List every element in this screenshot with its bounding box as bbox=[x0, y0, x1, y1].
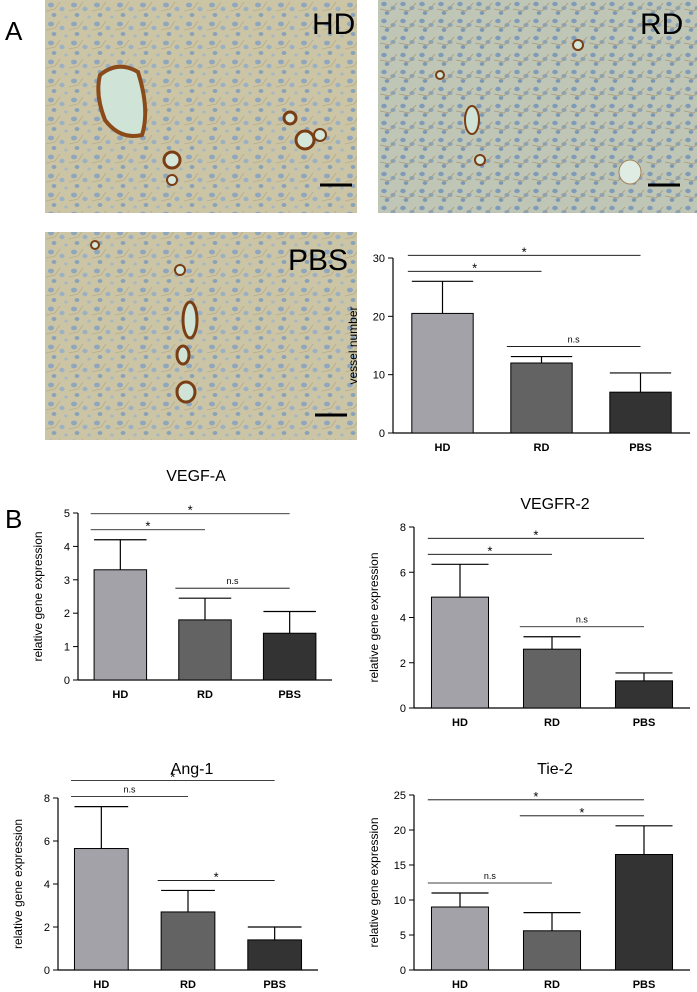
significance-label: * bbox=[214, 869, 219, 884]
bar bbox=[609, 391, 672, 434]
y-tick-label: 10 bbox=[373, 370, 385, 382]
significance-label: * bbox=[533, 527, 538, 542]
x-tick-label: RD bbox=[180, 979, 196, 991]
x-tick-label: RD bbox=[544, 979, 560, 991]
bar bbox=[411, 312, 474, 434]
x-tick-label: RD bbox=[197, 689, 213, 701]
y-axis-label: relative gene expression bbox=[31, 531, 45, 661]
significance-label: * bbox=[522, 244, 527, 259]
x-tick-label: PBS bbox=[278, 689, 301, 701]
y-tick-label: 0 bbox=[379, 428, 385, 440]
y-tick-label: 0 bbox=[400, 703, 406, 715]
significance-label: n.s bbox=[484, 871, 497, 881]
y-tick-label: 6 bbox=[400, 567, 406, 579]
significance-label: n.s bbox=[568, 335, 581, 345]
bar bbox=[93, 569, 148, 681]
chart-title: Tie-2 bbox=[537, 761, 573, 778]
y-tick-label: 1 bbox=[64, 642, 70, 654]
y-tick-label: 0 bbox=[44, 965, 50, 977]
y-tick-label: 20 bbox=[373, 311, 385, 323]
y-tick-label: 4 bbox=[400, 613, 406, 625]
x-tick-label: HD bbox=[93, 979, 109, 991]
y-tick-label: 15 bbox=[394, 860, 406, 872]
y-tick-label: 6 bbox=[44, 836, 50, 848]
significance-label: * bbox=[472, 260, 477, 275]
x-tick-label: PBS bbox=[629, 442, 652, 454]
y-tick-label: 2 bbox=[44, 922, 50, 934]
x-tick-label: HD bbox=[112, 689, 128, 701]
significance-label: * bbox=[533, 789, 538, 804]
y-tick-label: 8 bbox=[400, 522, 406, 534]
y-axis-label: relative gene expression bbox=[367, 552, 381, 682]
y-tick-label: 0 bbox=[64, 675, 70, 687]
y-axis-label: vessel number bbox=[346, 306, 360, 384]
bar bbox=[430, 596, 490, 709]
bar bbox=[178, 619, 232, 681]
image-label: PBS bbox=[288, 244, 348, 277]
panel-label: A bbox=[5, 16, 23, 46]
bar bbox=[510, 362, 573, 434]
y-tick-label: 30 bbox=[373, 253, 385, 265]
y-tick-label: 5 bbox=[400, 930, 406, 942]
x-tick-label: HD bbox=[435, 442, 451, 454]
significance-label: n.s bbox=[227, 576, 240, 586]
micrograph-pbs bbox=[45, 232, 357, 440]
significance-label: * bbox=[487, 543, 492, 558]
significance-label: n.s bbox=[576, 615, 589, 625]
bar bbox=[614, 854, 674, 971]
y-tick-label: 5 bbox=[64, 508, 70, 520]
y-tick-label: 8 bbox=[44, 793, 50, 805]
significance-label: * bbox=[145, 519, 150, 534]
chart-title: VEGFR-2 bbox=[520, 496, 589, 513]
y-tick-label: 20 bbox=[394, 825, 406, 837]
x-tick-label: RD bbox=[534, 442, 550, 454]
significance-label: n.s bbox=[123, 785, 136, 795]
x-tick-label: HD bbox=[452, 717, 468, 729]
micrograph-rd bbox=[378, 0, 697, 213]
significance-label: * bbox=[170, 770, 175, 785]
x-tick-label: RD bbox=[544, 717, 560, 729]
bar bbox=[522, 648, 582, 709]
y-tick-label: 4 bbox=[64, 541, 70, 553]
significance-label: * bbox=[188, 503, 193, 518]
y-tick-label: 2 bbox=[64, 608, 70, 620]
y-axis-label: relative gene expression bbox=[11, 819, 25, 949]
chart-title: VEGF-A bbox=[166, 468, 226, 485]
micrograph-hd bbox=[45, 0, 357, 213]
y-tick-label: 3 bbox=[64, 575, 70, 587]
panel-label: B bbox=[5, 504, 22, 534]
y-tick-label: 0 bbox=[400, 965, 406, 977]
y-tick-label: 2 bbox=[400, 658, 406, 670]
y-tick-label: 10 bbox=[394, 895, 406, 907]
bar bbox=[73, 848, 129, 971]
bar bbox=[160, 911, 216, 971]
image-label: HD bbox=[312, 8, 355, 41]
y-tick-label: 4 bbox=[44, 879, 50, 891]
significance-label: * bbox=[579, 805, 584, 820]
bar bbox=[262, 632, 317, 681]
bar bbox=[522, 930, 582, 971]
chart-title: Ang-1 bbox=[171, 761, 214, 778]
x-tick-label: PBS bbox=[633, 979, 656, 991]
bar bbox=[247, 939, 303, 971]
image-label: RD bbox=[640, 8, 683, 41]
x-tick-label: PBS bbox=[633, 717, 656, 729]
bar bbox=[430, 906, 490, 971]
bar bbox=[614, 680, 674, 709]
y-axis-label: relative gene expression bbox=[367, 817, 381, 947]
y-tick-label: 25 bbox=[394, 790, 406, 802]
x-tick-label: PBS bbox=[263, 979, 286, 991]
x-tick-label: HD bbox=[452, 979, 468, 991]
